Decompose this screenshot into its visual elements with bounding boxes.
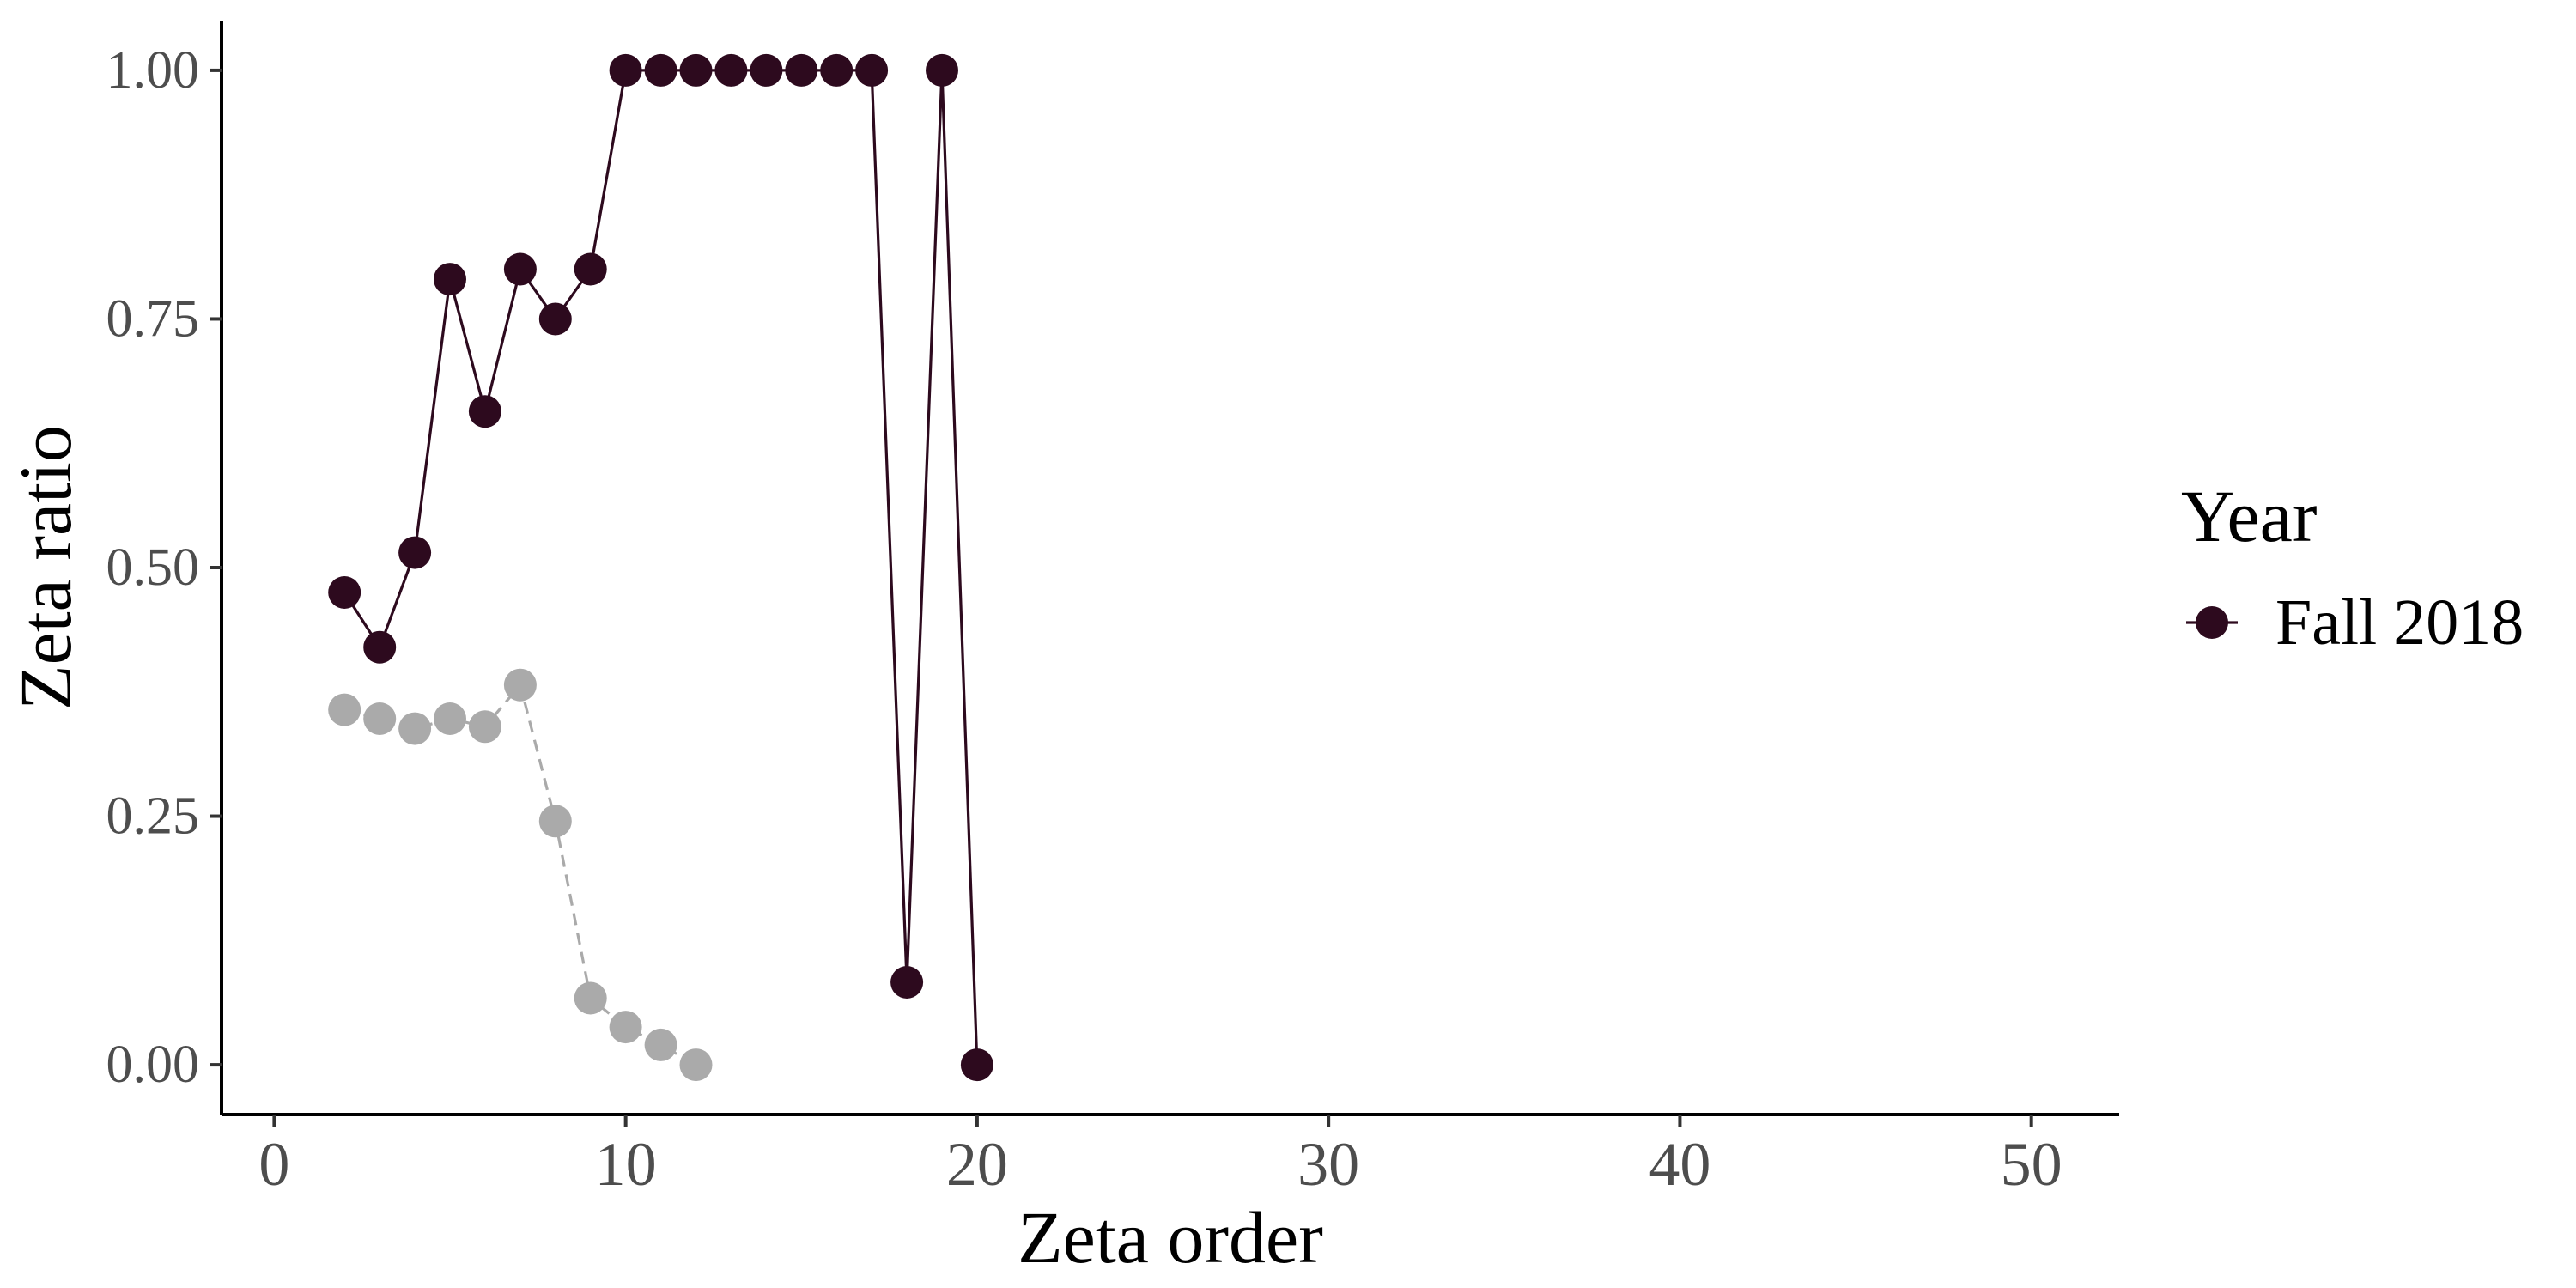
data-point-1-10 [679, 1048, 713, 1082]
x-tick-label: 40 [1649, 1130, 1710, 1199]
data-point-0-9 [644, 53, 677, 87]
data-point-0-8 [609, 53, 642, 87]
y-tick-label: 0.25 [106, 787, 200, 846]
data-point-0-10 [679, 53, 713, 87]
x-tick-label: 30 [1297, 1130, 1359, 1199]
data-point-1-6 [538, 805, 572, 838]
data-point-1-8 [609, 1011, 642, 1044]
series-0 [328, 53, 993, 1082]
series-1 [328, 668, 713, 1082]
data-point-1-9 [644, 1028, 677, 1061]
data-point-0-6 [538, 302, 572, 336]
data-point-1-7 [574, 981, 607, 1015]
y-tick-label: 0.75 [106, 289, 200, 348]
data-point-0-2 [398, 536, 432, 569]
data-point-0-3 [434, 263, 466, 296]
data-point-0-14 [820, 53, 854, 87]
legend-label: Fall 2018 [2275, 586, 2524, 659]
x-axis-title: Zeta order [1018, 1196, 1323, 1279]
x-tick-label: 50 [2001, 1130, 2063, 1199]
data-point-1-1 [363, 702, 397, 735]
data-point-1-0 [328, 693, 361, 726]
x-tick-label: 0 [258, 1130, 289, 1199]
data-point-0-0 [328, 576, 361, 609]
data-point-0-16 [890, 966, 924, 999]
legend-title: Year [2181, 475, 2317, 557]
data-point-0-17 [926, 53, 958, 87]
legend: Year Fall 2018 [2181, 475, 2524, 659]
data-point-0-4 [468, 395, 501, 428]
data-point-0-15 [855, 53, 889, 87]
axes: 0.00 0.25 0.50 0.75 1.00 0 10 20 30 40 50 Zeta orde… [4, 21, 2119, 1279]
data-point-0-5 [503, 252, 537, 286]
x-tick-label: 10 [595, 1130, 657, 1199]
x-tick-label: 20 [946, 1130, 1008, 1199]
series-line-1 [343, 683, 697, 1066]
y-tick-label: 1.00 [106, 41, 200, 100]
data-point-0-7 [574, 252, 607, 286]
data-point-0-12 [750, 53, 783, 87]
data-point-1-5 [503, 668, 537, 702]
data-point-0-18 [960, 1048, 993, 1082]
y-tick-label: 0.50 [106, 538, 200, 597]
data-point-0-13 [785, 53, 818, 87]
data-point-1-3 [434, 702, 466, 735]
data-point-0-1 [363, 630, 397, 664]
series-layer [328, 53, 993, 1082]
series-line-0 [343, 69, 979, 1066]
data-point-0-11 [714, 53, 748, 87]
y-axis-title: Zeta ratio [4, 425, 87, 710]
data-point-1-4 [468, 710, 501, 744]
data-point-1-2 [398, 712, 432, 745]
y-tick-label: 0.00 [106, 1036, 200, 1094]
legend-key-point [2196, 606, 2228, 639]
